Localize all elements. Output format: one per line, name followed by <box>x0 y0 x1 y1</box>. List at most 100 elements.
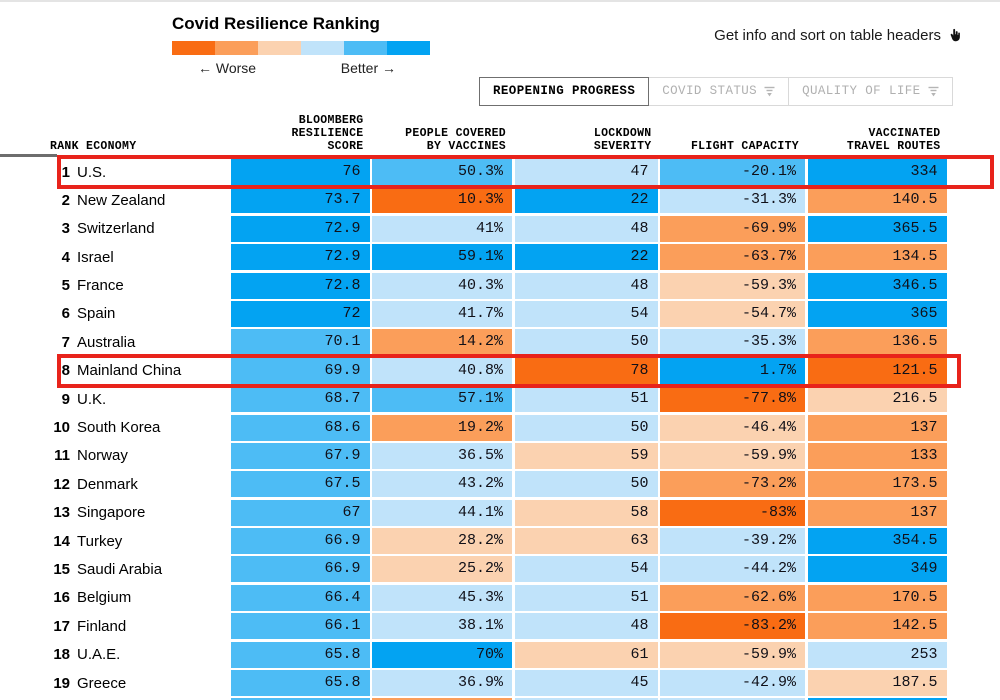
flight-cell: -62.6% <box>660 584 805 611</box>
vaccines-cell: 57.1% <box>372 386 512 413</box>
routes-cell: 365.5 <box>807 215 947 242</box>
economy-cell: 18 U.A.E. <box>30 642 228 668</box>
lockdown-cell: 48 <box>514 272 658 299</box>
table-mode-tabs: REOPENING PROGRESS COVID STATUS QUALITY … <box>479 77 953 106</box>
rank: 2 <box>61 191 70 209</box>
economy-cell: 11 Norway <box>30 443 228 469</box>
flight-cell: -69.9% <box>660 215 805 242</box>
vaccines-cell: 45.3% <box>372 584 512 611</box>
rank: 7 <box>61 333 70 351</box>
score-cell: 69.9 <box>230 357 370 384</box>
lockdown-cell: 51 <box>514 386 658 413</box>
column-header-rank-economy[interactable]: RANK ECONOMY <box>50 140 137 153</box>
flight-cell: -73.2% <box>660 471 805 498</box>
vaccines-cell: 25.2% <box>372 556 512 583</box>
lockdown-cell: 58 <box>514 499 658 526</box>
score-cell: 66.1 <box>230 613 370 640</box>
legend-swatch <box>215 41 258 55</box>
vaccines-cell: 50.3% <box>372 159 512 185</box>
table-row: 7 Australia 70.1 14.2% 50 -35.3% 136.5 <box>30 329 947 356</box>
table-row: 4 Israel 72.9 59.1% 22 -63.7% 134.5 <box>30 244 947 271</box>
vaccines-cell: 28.2% <box>372 528 512 555</box>
economy-cell: 1 U.S. <box>30 159 228 185</box>
lockdown-cell: 61 <box>514 641 658 668</box>
economy-cell: 17 Finland <box>30 613 228 639</box>
lockdown-cell: 48 <box>514 613 658 640</box>
flight-cell: -77.8% <box>660 386 805 413</box>
economy-name: Saudi Arabia <box>77 560 163 578</box>
routes-cell: 349 <box>807 556 947 583</box>
vaccines-cell: 41% <box>372 215 512 242</box>
rank: 19 <box>53 674 70 692</box>
table-row: 15 Saudi Arabia 66.9 25.2% 54 -44.2% 349 <box>30 556 947 583</box>
economy-name: Norway <box>77 447 128 465</box>
lockdown-cell: 59 <box>514 442 658 469</box>
rank: 14 <box>53 532 70 550</box>
lockdown-cell: 50 <box>514 329 658 356</box>
economy-name: New Zealand <box>77 191 166 209</box>
economy-name: Belgium <box>77 589 132 607</box>
vaccines-cell: 14.2% <box>372 329 512 356</box>
rank: 13 <box>53 504 70 522</box>
routes-cell: 142.5 <box>807 613 947 640</box>
color-scale-legend <box>172 41 430 55</box>
rank: 4 <box>61 248 70 266</box>
table-body: 1 U.S. 76 50.3% 47 -20.1% 334 2 New Zeal… <box>30 155 994 700</box>
score-cell: 70.1 <box>230 329 370 356</box>
economy-name: Denmark <box>77 475 138 493</box>
table-row: 14 Turkey 66.9 28.2% 63 -39.2% 354.5 <box>30 528 947 555</box>
lockdown-cell: 45 <box>514 670 658 697</box>
rank: 10 <box>53 419 70 437</box>
economy-name: Spain <box>77 305 116 323</box>
vaccines-cell: 38.1% <box>372 613 512 640</box>
routes-cell: 216.5 <box>807 386 947 413</box>
flight-cell: -46.4% <box>660 414 805 441</box>
vaccines-cell: 41.7% <box>372 300 512 327</box>
legend-swatch <box>258 41 301 55</box>
table-row: 19 Greece 65.8 36.9% 45 -42.9% 187.5 <box>30 670 947 697</box>
economy-cell: 3 Switzerland <box>30 216 228 242</box>
flight-cell: -83.2% <box>660 613 805 640</box>
economy-cell: 6 Spain <box>30 301 228 327</box>
column-header-vaccinated-routes[interactable]: VACCINATED TRAVEL ROUTES <box>846 127 941 153</box>
routes-cell: 365 <box>807 300 947 327</box>
page-title: Covid Resilience Ranking <box>172 14 380 33</box>
vaccines-cell: 36.9% <box>372 670 512 697</box>
economy-name: Singapore <box>77 504 146 522</box>
flight-cell: -44.2% <box>660 556 805 583</box>
vaccines-cell: 19.2% <box>372 414 512 441</box>
column-header-lockdown-severity[interactable]: LOCKDOWN SEVERITY <box>593 127 652 153</box>
tab-quality-of-life[interactable]: QUALITY OF LIFE <box>788 77 953 106</box>
lockdown-cell: 63 <box>514 528 658 555</box>
routes-cell: 253 <box>807 641 947 668</box>
lockdown-cell: 22 <box>514 187 658 214</box>
table-row: 13 Singapore 67 44.1% 58 -83% 137 <box>30 499 947 526</box>
column-header-people-covered[interactable]: PEOPLE COVERED BY VACCINES <box>405 127 506 153</box>
economy-cell: 4 Israel <box>30 244 228 270</box>
routes-cell: 136.5 <box>807 329 947 356</box>
legend-swatch <box>344 41 387 55</box>
score-cell: 68.7 <box>230 386 370 413</box>
rank: 11 <box>54 447 70 465</box>
rank: 9 <box>61 390 70 408</box>
tab-reopening-progress[interactable]: REOPENING PROGRESS <box>479 77 650 106</box>
routes-cell: 334 <box>807 159 947 185</box>
routes-cell: 137 <box>807 499 947 526</box>
economy-name: South Korea <box>77 419 161 437</box>
score-cell: 67.9 <box>230 442 370 469</box>
economy-cell: 12 Denmark <box>30 471 228 497</box>
score-cell: 67 <box>230 499 370 526</box>
rank: 12 <box>53 475 70 493</box>
score-cell: 66.4 <box>230 584 370 611</box>
flight-cell: -59.9% <box>660 442 805 469</box>
lockdown-cell: 51 <box>514 584 658 611</box>
table-row: 11 Norway 67.9 36.5% 59 -59.9% 133 <box>30 442 947 469</box>
flight-cell: -59.9% <box>660 641 805 668</box>
score-cell: 73.7 <box>230 187 370 214</box>
column-header-resilience-score[interactable]: BLOOMBERG RESILIENCE SCORE <box>291 114 364 153</box>
legend-swatch <box>387 41 430 55</box>
sort-filter-icon <box>928 86 939 97</box>
column-header-flight-capacity[interactable]: FLIGHT CAPACITY <box>690 140 799 153</box>
lockdown-cell: 50 <box>514 414 658 441</box>
